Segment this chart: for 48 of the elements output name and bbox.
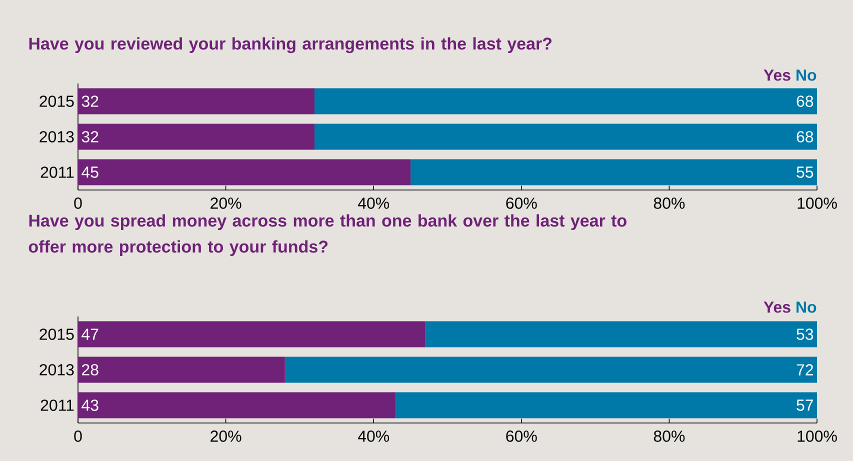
data-label: 53 [796, 328, 814, 340]
y-tick-label: 2015 [40, 96, 74, 107]
y-tick-label: 2011 [40, 400, 74, 411]
bar [314, 124, 818, 150]
data-label: 45 [82, 166, 98, 178]
bar [78, 321, 426, 348]
data-label: 68 [796, 96, 814, 107]
data-label: 57 [796, 400, 813, 411]
text: Yes [764, 302, 790, 313]
data-label: 28 [82, 364, 98, 376]
bar [78, 159, 411, 186]
x-tick-label: 40% [358, 198, 390, 209]
bar [425, 321, 818, 348]
x-tick-label: 60% [506, 430, 537, 442]
x-tick-label: 60% [506, 198, 537, 209]
x-tick-label: 100% [798, 430, 837, 442]
bar [78, 356, 285, 383]
data-label: 68 [796, 131, 814, 142]
y-tick-label: 2015 [40, 328, 74, 340]
chart-title: Have you reviewed your banking arrangements in the last year? [29, 37, 552, 54]
x-tick-label: 20% [210, 430, 242, 442]
bar [410, 159, 818, 186]
x-tick-label: 100% [798, 198, 837, 209]
bar [78, 124, 314, 150]
x-tick-label: 40% [358, 430, 390, 442]
series-label: No [796, 302, 816, 313]
chart-title: Have you spread money across more than one bank over the last year to offer more protection to your funds? [28, 214, 626, 256]
text: Yes [764, 70, 790, 81]
series-label: No [796, 70, 816, 81]
x-tick-label: 0 [74, 430, 82, 442]
x-tick-label: 80% [654, 198, 685, 209]
bar [78, 392, 396, 418]
data-label: 47 [82, 328, 98, 340]
data-label: 32 [82, 96, 98, 107]
data-label: 43 [82, 400, 98, 411]
bar [396, 392, 818, 418]
x-tick-label: 20% [210, 198, 242, 209]
y-tick-label: 2011 [40, 166, 74, 178]
data-label: 72 [796, 364, 813, 376]
y-tick-label: 2013 [40, 131, 74, 142]
x-tick-label: 80% [654, 430, 685, 442]
bar [284, 356, 818, 383]
data-label: 32 [82, 131, 98, 142]
data-label: 55 [796, 166, 814, 178]
bar [78, 88, 314, 114]
y-tick-label: 2013 [40, 364, 74, 376]
x-tick-label: 0 [74, 198, 82, 209]
bar [314, 88, 818, 114]
